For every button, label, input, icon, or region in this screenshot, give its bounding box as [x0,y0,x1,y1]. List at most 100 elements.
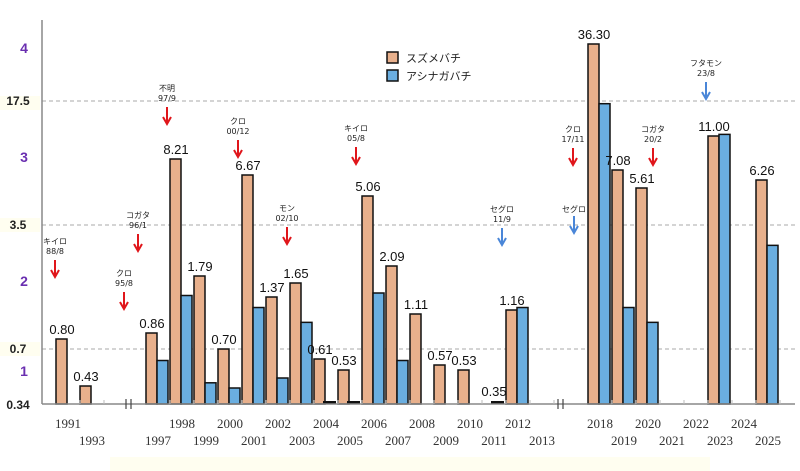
bar-suzumebachi-2010 [457,369,470,405]
annotation-label: クロ [565,125,581,134]
bar-suzumebachi-1991 [55,338,68,405]
bar-suzumebachi-2006 [361,195,374,405]
data-label-1998: 8.21 [163,142,188,157]
annotation-date: 97/9 [158,94,176,103]
data-label-2008: 1.11 [404,297,428,312]
arrow-head-icon [648,157,658,168]
data-label-2020: 5.61 [629,171,654,186]
annotation-date: 11/9 [493,215,511,224]
arrow-head-icon [133,243,143,254]
annotation-label: クロ [116,269,132,278]
data-label-2019: 7.08 [605,153,630,168]
x-tick-label: 2004 [313,416,340,431]
bar-suzumebachi-2001 [241,174,254,405]
annotation-label: キイロ [344,124,368,133]
annotation-label: セグロ [562,204,586,214]
bar-suzumebachi-2012 [505,309,518,405]
bar-ashinagabachi-2007 [396,359,409,405]
bar-suzumebachi-2008 [409,313,422,405]
x-tick-label: 2002 [265,416,291,431]
bar-ashinagabachi-2025 [766,244,779,405]
annotation-label: 不明 [159,84,175,93]
data-label-2006: 5.06 [355,179,380,194]
bar-ashinagabachi-2005 [347,401,360,404]
data-label-2000: 0.70 [211,332,236,347]
x-tick-label: 2011 [481,433,507,448]
data-label-1997: 0.86 [139,316,164,331]
x-tick-label: 2024 [731,416,758,431]
bar-ashinagabachi-2006 [372,292,385,405]
data-label-2007: 2.09 [379,249,404,264]
x-tick-label: 2009 [433,433,459,448]
bar-ashinagabachi-2019 [622,306,635,405]
data-label-2002: 1.37 [259,280,284,295]
data-label-2018: 36.30 [578,27,611,42]
data-label-1993: 0.43 [73,369,98,384]
annotation-date: 23/8 [697,69,715,78]
bar-suzumebachi-2003 [289,282,302,405]
legend-label-suzumebachi: スズメバチ [406,51,461,65]
data-label-2023: 11.00 [698,119,730,134]
x-tick-label: 2000 [217,416,243,431]
x-tick-label: 2006 [361,416,388,431]
x-tick-label: 1993 [79,433,105,448]
x-tick-label: 2023 [707,433,733,448]
x-tick-label: 2025 [755,433,781,448]
bar-ashinagabachi-2011 [491,401,504,404]
bar-suzumebachi-2023 [707,135,720,405]
x-tick-label: 1998 [169,416,195,431]
bar-suzumebachi-1993 [79,385,92,405]
arrow-head-icon [282,236,292,247]
y-tick-label-purple: 4 [20,40,28,56]
data-label-1991: 0.80 [49,322,74,337]
y-tick-label-purple: 3 [20,149,28,165]
annotation-label: フタモン [690,59,722,68]
x-tick-label: 2013 [529,433,555,448]
annotations: キイロ88/8クロ95/8コガタ96/1不明97/9クロ00/12モン02/10… [43,59,722,312]
annotation-date: 96/1 [129,221,147,230]
x-tick-label: 2008 [409,416,435,431]
data-label-2012: 1.16 [499,293,524,308]
annotation-label: コガタ [641,124,665,134]
bar-suzumebachi-2002 [265,296,278,405]
bar-suzumebachi-1998 [169,158,182,405]
x-tick-label: 2010 [457,416,483,431]
legend: スズメバチ アシナガバチ [386,51,472,83]
x-tick-label: 2007 [385,433,412,448]
arrow-head-icon [568,157,578,168]
annotation-label: セグロ [490,204,514,214]
arrow-head-icon [119,301,129,312]
y-tick-label: 3.5 [10,218,27,232]
arrow-head-icon [569,225,579,236]
bar-ashinagabachi-1997 [156,359,169,405]
bar-ashinagabachi-2023 [718,133,731,405]
bar-suzumebachi-2019 [611,169,624,405]
arrow-head-icon [497,237,507,248]
annotation-label: モン [279,204,295,213]
data-label-2009: 0.57 [427,348,452,363]
arrow-head-icon [233,149,243,160]
x-tick-label: 2021 [659,433,685,448]
y-tick-label: 0.7 [10,342,27,356]
x-tick-label: 2018 [587,416,613,431]
bar-ashinagabachi-2000 [228,387,241,405]
legend-label-ashinagabachi: アシナガバチ [406,70,472,83]
bar-suzumebachi-1997 [145,332,158,405]
bar-ashinagabachi-2018 [598,102,611,405]
annotation-date: 05/8 [347,134,365,143]
x-tick-label: 1991 [55,416,81,431]
bar-ashinagabachi-2001 [252,306,265,405]
annotation-label: コガタ [126,210,150,220]
bar-suzumebachi-2000 [217,348,230,405]
x-tick-label: 2022 [683,416,709,431]
annotation-date: 20/2 [644,135,662,144]
y-axis: 4 3 2 1 17.5 3.5 0.7 0.34 [6,20,43,412]
bar-ashinagabachi-1998 [180,294,193,405]
x-tick-label: 2003 [289,433,315,448]
y-tick-label-purple: 2 [20,273,28,289]
x-tick-label: 2005 [337,433,363,448]
annotation-date: 17/11 [561,135,584,144]
annotation-date: 88/8 [46,247,64,256]
legend-swatch-ashinagabachi [386,69,399,82]
